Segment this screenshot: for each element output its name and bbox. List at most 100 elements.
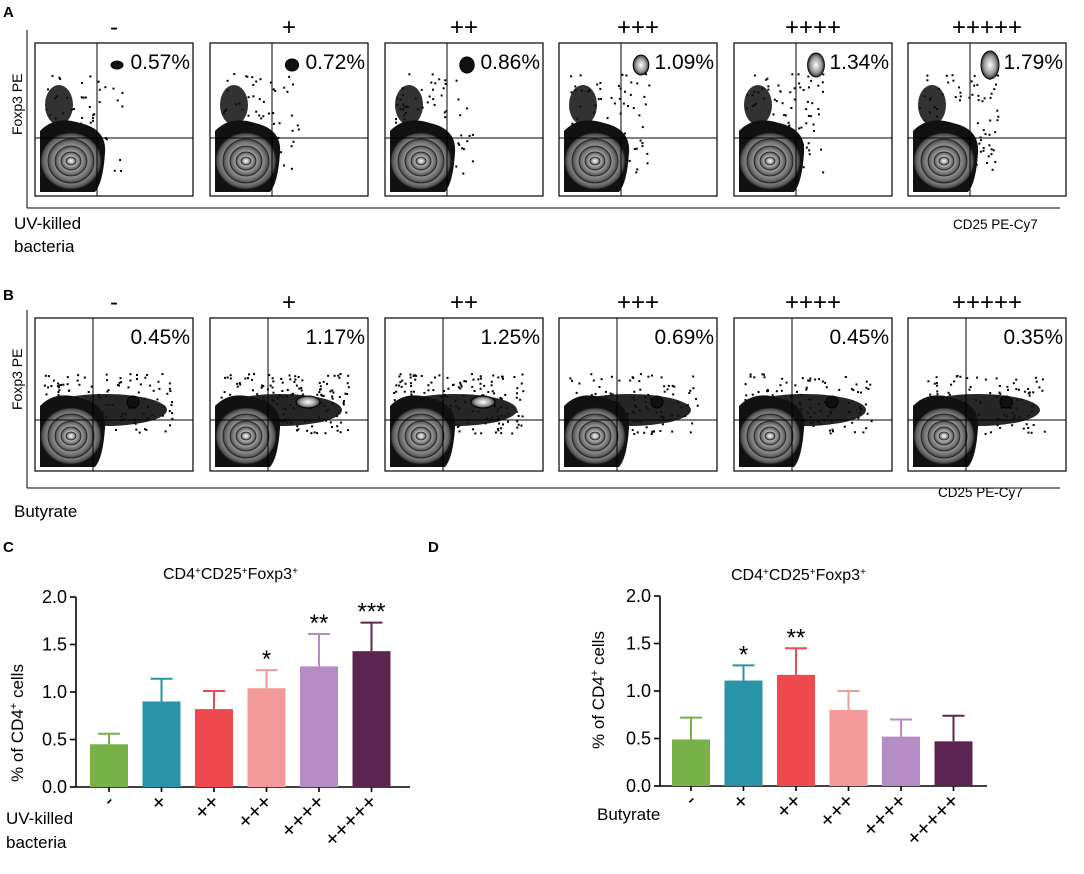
panel-b-quadrant-percentage: 1.17% <box>305 326 365 349</box>
panel-d-category-label: + <box>727 788 754 815</box>
panel-c-significance-label: ** <box>310 610 329 637</box>
panel-d-title: CD4+CD25+Foxp3+ <box>731 567 866 585</box>
panel-c-y-tick-label: 1.0 <box>42 682 67 702</box>
panel-b-treg-cluster <box>999 395 1013 409</box>
panel-c-x-axis-label: UV-killed <box>6 809 73 828</box>
panel-b-dose-label: + <box>282 289 296 316</box>
panel-c-significance-label: *** <box>357 599 385 626</box>
panel-a-dose-label: - <box>110 14 118 41</box>
panel-b-flow-plot: +++++ 0.35% <box>907 289 1067 472</box>
panel-b-quadrant-percentage: 1.25% <box>480 326 540 349</box>
panel-c-significance-label: * <box>262 646 271 673</box>
panel-b-y-axis-label: Foxp3 PE <box>9 349 25 410</box>
panel-b-quadrant-percentage: 0.35% <box>1003 326 1063 349</box>
panel-c-x-axis-label-line2: bacteria <box>6 833 67 852</box>
panel-a-treatment-label: UV-killed <box>14 214 81 233</box>
panel-a-contour <box>564 120 630 192</box>
panel-a-quadrant-percentage: 0.86% <box>480 51 540 74</box>
panel-a: A Foxp3 PE CD25 PE-Cy7 UV-killed bacteri… <box>3 4 1067 256</box>
panel-a-contour <box>739 120 805 192</box>
panel-a-quadrant-percentage: 1.09% <box>654 51 714 74</box>
panel-d-category-label: +++ <box>814 788 859 833</box>
panel-b-dose-label: +++ <box>617 289 659 316</box>
panel-b-contour <box>913 395 979 467</box>
panel-a-contour <box>40 120 106 192</box>
panel-a-dose-label: ++++ <box>785 14 841 41</box>
panel-a-treg-cluster <box>284 58 300 72</box>
panel-b: B Foxp3 PE CD25 PE-Cy7 Butyrate -0.45%+1… <box>3 287 1067 521</box>
panel-a-flow-plot: ++0.86% <box>384 14 544 197</box>
panel-c-bar <box>247 688 286 787</box>
panel-c-y-tick-label: 0.0 <box>42 777 67 797</box>
panel-b-contour <box>40 395 106 467</box>
panel-b-quadrant-percentage: 0.45% <box>829 326 889 349</box>
panel-b-treg-cluster <box>126 395 140 409</box>
panel-c-letter: C <box>3 539 14 556</box>
panel-c-category-label: - <box>97 789 120 812</box>
panel-c-y-tick-label: 2.0 <box>42 587 67 607</box>
panel-c-category-label: +++ <box>232 789 277 834</box>
panel-b-dose-label: ++++ <box>785 289 841 316</box>
panel-a-treg-cluster <box>459 56 475 74</box>
panel-b-treatment-label: Butyrate <box>14 502 77 521</box>
panel-b-quadrant-percentage: 0.69% <box>654 326 714 349</box>
panel-d-y-tick-label: 1.5 <box>626 634 651 654</box>
panel-d-bar <box>829 710 868 786</box>
panel-a-quadrant-percentage: 1.79% <box>1003 51 1063 74</box>
panel-a-letter: A <box>3 4 14 21</box>
panel-c-bar <box>352 651 391 787</box>
panel-c-y-axis-label: % of CD4+ cells <box>8 664 27 782</box>
panel-b-flow-plot: ++++ 0.45% <box>733 289 893 472</box>
panel-b-contour <box>564 395 630 467</box>
panel-b-flow-plot: +++ 0.69% <box>558 289 718 472</box>
panel-a-dense-band <box>569 85 597 125</box>
panel-a-dose-label: + <box>282 14 296 41</box>
panel-a-treatment-label-line2: bacteria <box>14 237 75 256</box>
panel-a-treg-cluster <box>807 52 825 78</box>
panel-d-bar <box>724 680 763 786</box>
panel-a-flow-plot: +0.72% <box>209 14 369 197</box>
panel-a-x-axis-label: CD25 PE-Cy7 <box>953 217 1038 232</box>
panel-b-contour <box>739 395 805 467</box>
panel-c-y-tick-label: 1.5 <box>42 635 67 655</box>
panel-b-dose-label: +++++ <box>952 289 1022 316</box>
panel-c-bar <box>90 744 128 787</box>
panel-d-bar <box>882 736 920 786</box>
panel-d-y-tick-label: 0.0 <box>626 776 651 796</box>
panel-c-category-label: + <box>145 789 172 816</box>
panel-d-y-axis-label: % of CD4+ cells <box>589 631 608 749</box>
panel-c-category-label: +++++ <box>319 789 382 852</box>
panel-b-dose-label: ++ <box>450 289 478 316</box>
panel-d-category-label: - <box>679 788 702 811</box>
panel-a-contour <box>913 120 979 192</box>
panel-d-y-tick-label: 0.5 <box>626 729 651 749</box>
panel-c-category-label: ++ <box>189 789 225 825</box>
panel-b-x-axis-label: CD25 PE-Cy7 <box>938 485 1023 500</box>
panel-b-flow-plot: -0.45% <box>34 289 194 472</box>
panel-c-y-tick-label: 0.5 <box>42 730 67 750</box>
panel-d-bar <box>777 674 815 786</box>
panel-d-bar <box>672 739 710 786</box>
panel-d-significance-label: ** <box>787 624 806 651</box>
panel-b-treg-cluster <box>825 395 839 409</box>
panel-a-y-axis-label: Foxp3 PE <box>9 74 25 135</box>
panel-d: D CD4+CD25+Foxp3+ % of CD4+ cells Butyra… <box>428 539 987 851</box>
panel-a-dense-band <box>45 85 73 125</box>
panel-c: C CD4+CD25+Foxp3+ % of CD4+ cells UV-kil… <box>3 539 410 852</box>
panel-d-significance-label: * <box>739 641 748 668</box>
panel-d-category-label: +++++ <box>901 788 964 851</box>
panel-b-treg-cluster <box>295 395 321 409</box>
panel-a-dense-band <box>918 85 946 125</box>
panel-b-contour <box>215 395 281 467</box>
panel-a-treg-cluster <box>980 50 1000 80</box>
panel-c-bar <box>300 666 338 787</box>
panel-a-contour <box>215 120 281 192</box>
panel-a-flow-plot: ++++ 1.34% <box>733 14 893 197</box>
panel-a-dose-label: +++ <box>617 14 659 41</box>
panel-b-flow-plot: ++1.25% <box>384 289 544 472</box>
panel-a-flow-plot: -0.57% <box>34 14 194 197</box>
panel-c-bar <box>195 709 233 787</box>
panel-b-dose-label: - <box>110 289 118 316</box>
panel-a-flow-plot: +++++ 1.79% <box>907 14 1067 197</box>
